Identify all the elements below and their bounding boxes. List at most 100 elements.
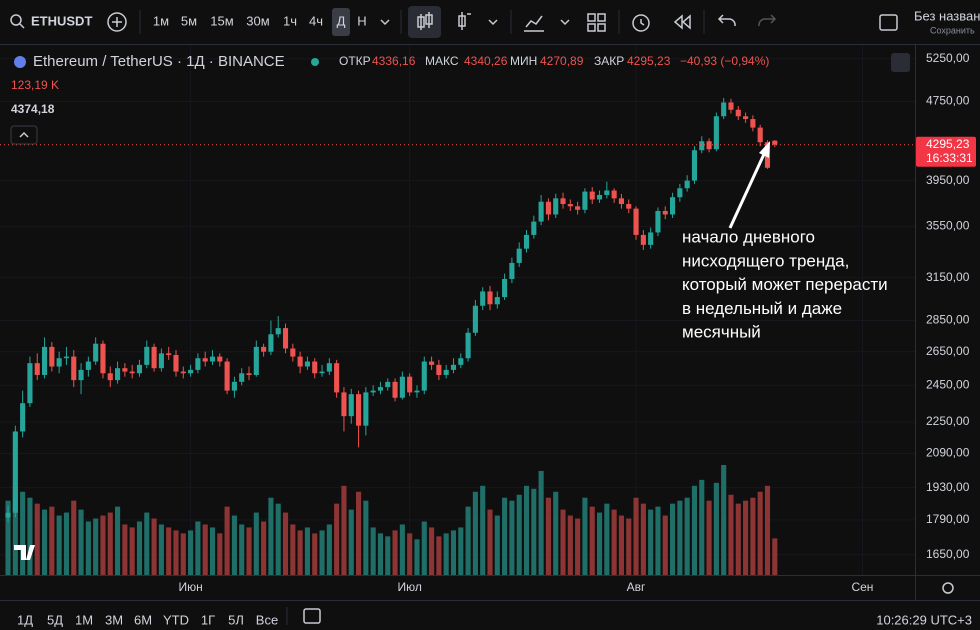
candle-body	[458, 358, 464, 365]
volume-bar	[49, 506, 55, 575]
candle-body	[151, 346, 157, 369]
range-button[interactable]: 1М	[75, 612, 93, 627]
candle-body	[750, 119, 756, 128]
volume-bar	[253, 512, 259, 575]
clock[interactable]: 10:26:29 UTC+3	[876, 612, 972, 627]
range-button[interactable]: 5Л	[228, 612, 244, 627]
candle-body	[399, 376, 405, 398]
candle-body	[677, 188, 683, 198]
tradingview-logo[interactable]	[14, 545, 35, 560]
layout-checkbox[interactable]	[879, 14, 898, 31]
chevron[interactable]	[560, 19, 570, 26]
interval-button[interactable]: 5м	[181, 13, 197, 28]
interval-button[interactable]: 1м	[153, 13, 169, 28]
annotation-arrow	[728, 151, 767, 229]
y-tick-label: 3550,00	[926, 219, 970, 233]
legend-toggle[interactable]	[10, 125, 38, 145]
add-symbol[interactable]	[107, 12, 127, 32]
volume-bar	[239, 524, 245, 575]
chevron[interactable]	[380, 19, 390, 26]
candle-body	[728, 102, 734, 110]
volume-bar	[523, 485, 530, 575]
replay-icon[interactable]	[673, 14, 691, 30]
candle-body	[670, 197, 676, 215]
candle-body	[414, 390, 420, 393]
interval-button[interactable]: 4ч	[309, 13, 323, 28]
candle-body	[290, 348, 296, 357]
volume-bar	[246, 527, 252, 575]
interval-button[interactable]: Д	[337, 13, 346, 28]
candle-body	[275, 328, 281, 335]
volume-bar	[63, 512, 70, 575]
candle-body	[304, 361, 310, 367]
open-value: 4336,16	[372, 54, 416, 68]
volume-bar	[472, 491, 478, 575]
interval-button[interactable]: Н	[357, 13, 366, 28]
countdown-label: 16:33:31	[926, 151, 973, 165]
volume-bar	[377, 533, 384, 575]
volume-bar	[699, 479, 705, 575]
close-label: ЗАКР	[594, 54, 624, 68]
layout-name[interactable]: Без назван	[914, 8, 980, 23]
range-button[interactable]: 1Г	[201, 612, 215, 627]
y-tick-label: 3950,00	[926, 173, 970, 187]
interval-button[interactable]: 1ч	[283, 13, 297, 28]
candle-body	[239, 373, 245, 382]
volume-bar	[151, 518, 157, 575]
candle-body	[589, 191, 595, 200]
candle-body	[34, 363, 40, 375]
range-button[interactable]: 1Д	[17, 612, 33, 627]
candle-body	[480, 291, 486, 306]
interval-button[interactable]: 15м	[210, 13, 233, 28]
search-icon[interactable]	[10, 14, 22, 26]
chevron[interactable]	[488, 19, 498, 26]
interval-button[interactable]: 30м	[246, 13, 269, 28]
volume-bar	[743, 500, 749, 575]
candle-body	[312, 361, 318, 374]
candle-body	[429, 361, 435, 365]
range-button[interactable]: YTD	[163, 612, 189, 627]
candle-body	[655, 210, 661, 233]
calendar-icon[interactable]	[303, 608, 321, 624]
collapse-button[interactable]	[891, 53, 910, 72]
symbol[interactable]: ETHUSDT	[31, 13, 92, 28]
y-tick-label: 2090,00	[926, 446, 970, 460]
volume-bar	[166, 527, 172, 575]
volume-bar	[421, 521, 427, 575]
candle-body	[297, 356, 303, 367]
high-value: 4340,26	[464, 54, 508, 68]
annotation: начало дневного нисходящего тренда, которы…	[682, 141, 888, 342]
volume-bar	[640, 503, 646, 575]
volume-bar	[757, 491, 763, 575]
settings-icon[interactable]	[942, 582, 954, 594]
legend-title[interactable]: Ethereum / TetherUS · 1Д · BINANCE	[33, 53, 285, 70]
range-button[interactable]: Все	[256, 612, 278, 627]
candle-body	[713, 116, 719, 150]
volume-bar	[458, 527, 464, 575]
candle-body	[173, 354, 179, 372]
candle-body	[611, 190, 617, 199]
candle-body	[363, 392, 369, 426]
candle-body	[261, 346, 267, 352]
layout-icon[interactable]	[587, 13, 606, 32]
candle-body	[144, 346, 150, 365]
bar-icon[interactable]	[458, 12, 471, 30]
range-button[interactable]: 6М	[134, 612, 152, 627]
volume-bar	[494, 515, 500, 575]
x-tick-label: Июл	[397, 580, 421, 594]
alert-icon[interactable]	[632, 14, 650, 32]
redo-icon[interactable]	[758, 14, 777, 27]
candle-body	[691, 150, 698, 181]
volume-bar	[144, 512, 150, 575]
save-status[interactable]: Сохранить	[930, 25, 975, 35]
y-tick-label: 1930,00	[926, 480, 970, 494]
range-button[interactable]: 5Д	[47, 612, 63, 627]
candle-body	[93, 343, 99, 362]
volume-bar	[706, 500, 712, 575]
volume-bar	[538, 470, 544, 575]
candle-body	[224, 361, 230, 391]
range-button[interactable]: 3М	[105, 612, 123, 627]
undo-icon[interactable]	[717, 14, 736, 27]
indicators-icon[interactable]	[524, 15, 544, 32]
high-label: МАКС	[425, 54, 459, 68]
